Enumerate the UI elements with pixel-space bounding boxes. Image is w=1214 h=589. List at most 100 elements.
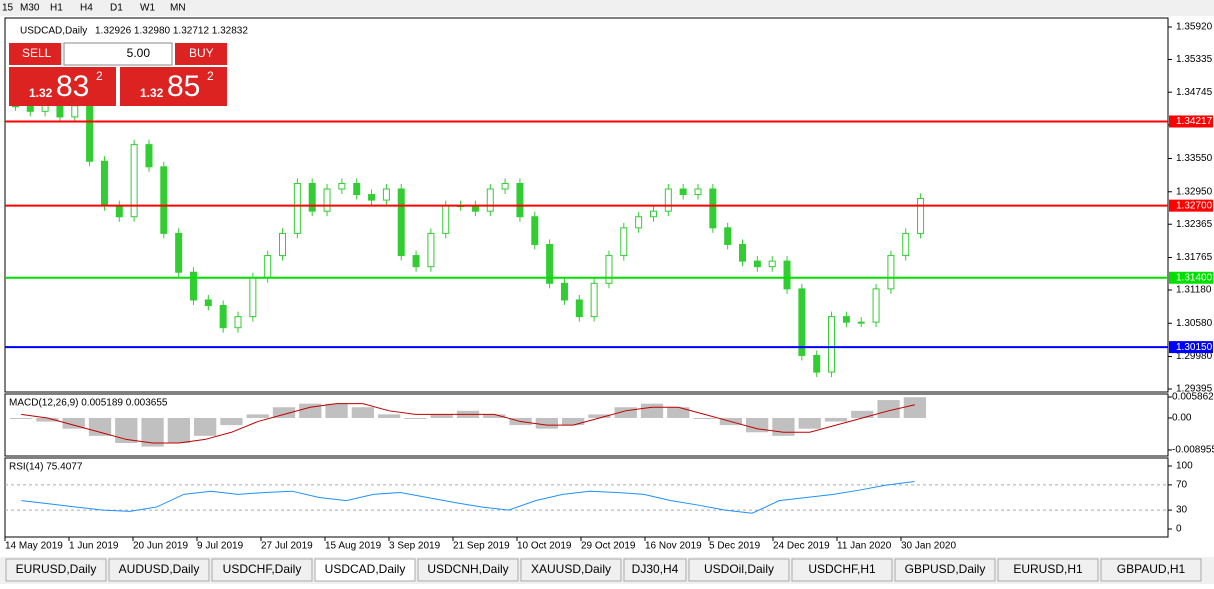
macd-bar <box>246 414 269 418</box>
sell-price[interactable] <box>9 67 116 106</box>
timeframe[interactable]: H1 <box>50 3 63 14</box>
candle <box>175 232 183 273</box>
tab-label[interactable]: GBPAUD,H1 <box>1117 562 1186 576</box>
candle <box>219 305 227 329</box>
y-tick-label: 100 <box>1176 461 1193 472</box>
macd-bar <box>693 417 716 419</box>
candle <box>828 316 836 373</box>
level-label: 1.32700 <box>1176 200 1213 211</box>
buy-price[interactable] <box>120 67 227 106</box>
candle <box>857 321 865 324</box>
macd-bar <box>88 417 112 436</box>
y-tick-label: -0.008955 <box>1172 445 1214 456</box>
tab[interactable] <box>314 558 416 582</box>
price-big: 83 <box>56 70 89 103</box>
candle <box>664 188 672 212</box>
tab[interactable] <box>417 558 519 582</box>
candle <box>575 299 583 318</box>
y-tick-label: 1.30580 <box>1176 318 1213 329</box>
candle <box>293 182 301 234</box>
candle <box>160 166 168 234</box>
candle <box>249 277 257 318</box>
macd-bar <box>798 417 821 429</box>
tab[interactable] <box>5 558 107 582</box>
tab[interactable] <box>688 558 790 582</box>
level-label: 1.30150 <box>1176 342 1213 353</box>
tab-label[interactable]: AUDUSD,Daily <box>119 562 200 576</box>
chart-title: USDCAD,Daily <box>20 26 87 37</box>
candle <box>382 188 390 201</box>
tab-label[interactable]: EURUSD,Daily <box>16 562 97 576</box>
tab[interactable] <box>791 558 893 582</box>
x-tick-label: 11 Jan 2020 <box>837 541 892 552</box>
y-tick-label: 1.35920 <box>1176 22 1213 33</box>
timeframe[interactable]: D1 <box>110 3 123 14</box>
timeframe[interactable]: M30 <box>20 3 40 14</box>
x-tick-label: 10 Oct 2019 <box>517 541 572 552</box>
x-tick-label: 16 Nov 2019 <box>645 541 702 552</box>
x-tick-label: 9 Jul 2019 <box>197 541 244 552</box>
candle <box>783 260 791 290</box>
macd-bar <box>351 407 374 418</box>
candle <box>753 260 761 268</box>
candle <box>86 105 94 162</box>
tab[interactable] <box>211 558 313 582</box>
y-tick-label: 1.32365 <box>1176 219 1213 230</box>
candle <box>264 255 272 279</box>
tab[interactable] <box>894 558 996 582</box>
candle <box>635 216 643 229</box>
y-tick-label: 0.005862 <box>1172 392 1214 403</box>
tab-label[interactable]: GBPUSD,Daily <box>905 562 986 576</box>
sell-button[interactable] <box>9 43 61 65</box>
tab-label[interactable]: USDCHF,H1 <box>808 562 876 576</box>
candle <box>605 255 613 284</box>
buy-button[interactable] <box>175 43 227 65</box>
candle <box>234 316 242 329</box>
tab-label[interactable]: USDCAD,Daily <box>325 562 406 576</box>
timeframe[interactable]: 15 <box>2 3 14 14</box>
x-tick-label: 21 Sep 2019 <box>453 541 510 552</box>
x-tick-label: 5 Dec 2019 <box>709 541 761 552</box>
level-tag <box>1169 115 1213 128</box>
y-tick-label: 1.35335 <box>1176 54 1213 65</box>
x-tick-label: 1 Jun 2019 <box>69 541 119 552</box>
macd-bar <box>535 417 558 429</box>
candle <box>353 182 361 196</box>
tab[interactable] <box>623 558 687 582</box>
tab[interactable] <box>520 558 622 582</box>
timeframe[interactable]: MN <box>170 3 186 14</box>
tab[interactable] <box>1100 558 1202 582</box>
x-tick-label: 15 Aug 2019 <box>325 541 382 552</box>
tab-label[interactable]: USDOil,Daily <box>704 562 774 576</box>
tab-label[interactable]: XAUUSD,Daily <box>531 562 611 576</box>
candle <box>590 282 598 318</box>
tab[interactable] <box>997 558 1099 582</box>
macd-bar <box>824 417 848 422</box>
x-tick-label: 24 Dec 2019 <box>773 541 830 552</box>
candle <box>813 354 821 373</box>
candle <box>115 205 123 218</box>
macd-bar <box>772 417 795 436</box>
candle <box>71 105 79 118</box>
x-tick-label: 29 Oct 2019 <box>581 541 636 552</box>
y-tick-label: 0 <box>1176 524 1182 535</box>
y-tick-label: 0.00 <box>1172 413 1192 424</box>
candle <box>902 232 910 257</box>
candle <box>397 188 405 257</box>
tab-label[interactable]: USDCHF,Daily <box>223 562 302 576</box>
macd-bar <box>378 414 401 418</box>
tab-label[interactable]: DJ30,H4 <box>632 562 679 576</box>
tab[interactable] <box>108 558 210 582</box>
y-tick-label: 1.33550 <box>1176 153 1213 164</box>
timeframe[interactable]: H4 <box>80 3 93 14</box>
macd-bar <box>299 403 322 418</box>
lots-input[interactable] <box>63 42 173 66</box>
rsi-title: RSI(14) 75.4077 <box>9 462 83 473</box>
tab-label[interactable]: USDCNH,Daily <box>427 562 508 576</box>
candle <box>560 282 568 301</box>
timeframe[interactable]: W1 <box>140 3 155 14</box>
level-tag <box>1169 341 1213 354</box>
tab-label[interactable]: EURUSD,H1 <box>1013 562 1083 576</box>
